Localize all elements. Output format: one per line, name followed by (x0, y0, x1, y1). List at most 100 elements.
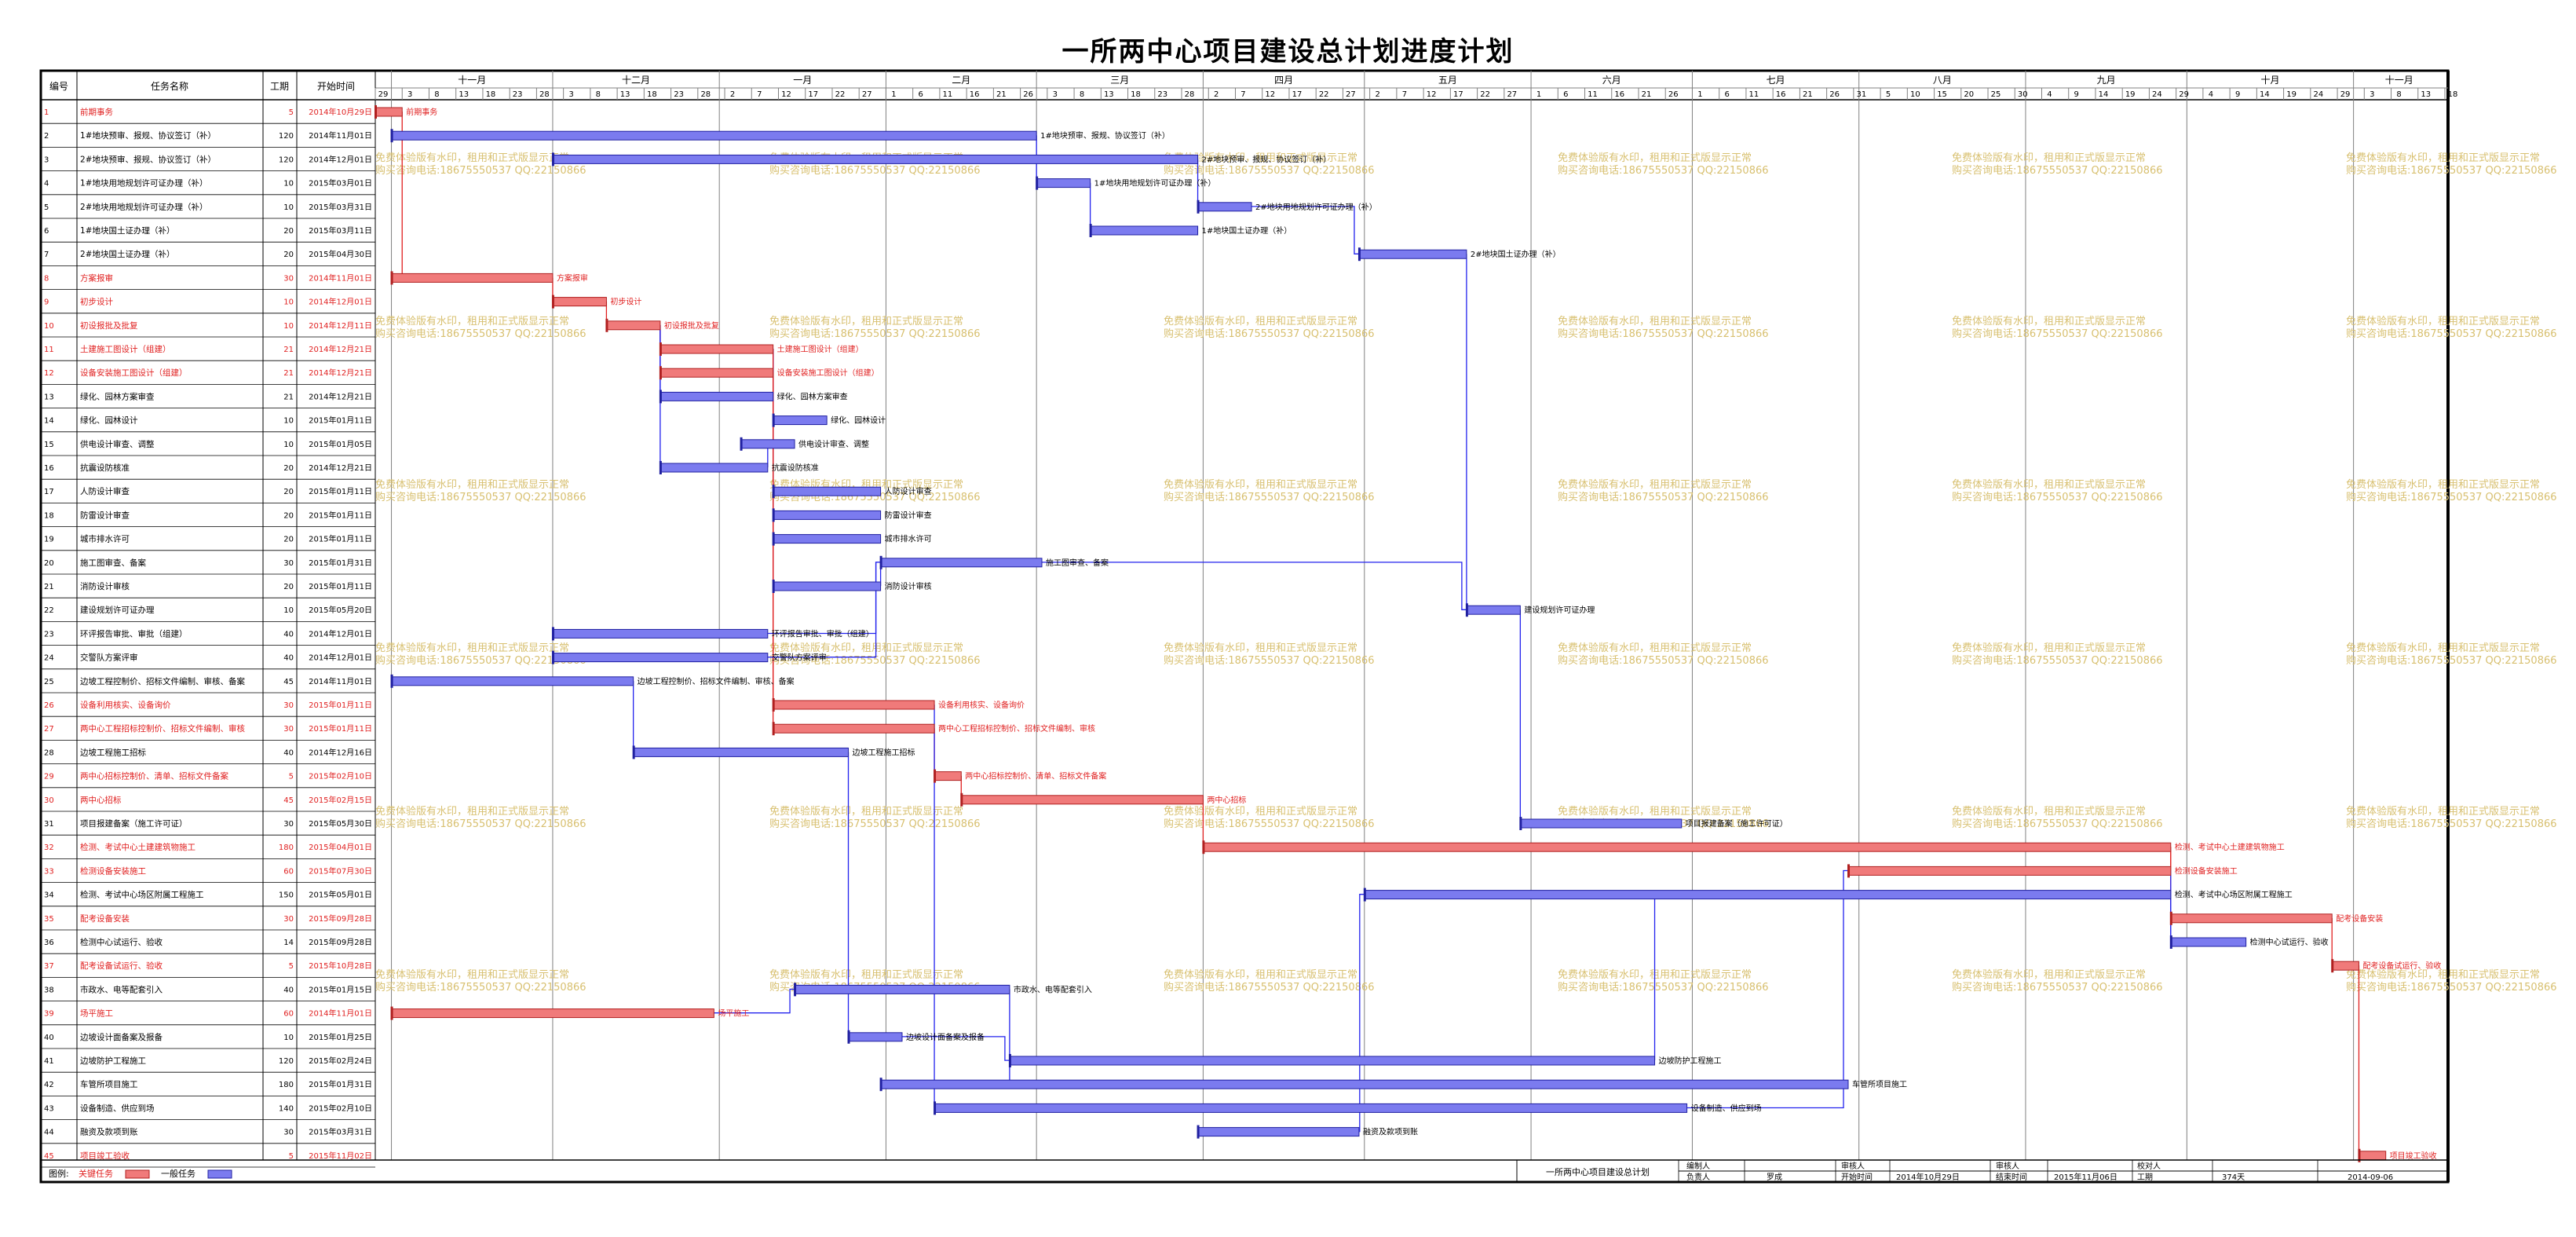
task-number: 21 (44, 583, 54, 591)
day-tick-label: 16 (1614, 90, 1624, 99)
task-number: 38 (44, 986, 54, 994)
day-tick-label: 13 (620, 90, 630, 99)
task-number: 30 (44, 796, 54, 805)
task-duration: 20 (283, 251, 294, 259)
watermark-text: 购买咨询电话:18675550537 QQ:22150866 (1952, 491, 2163, 503)
task-bar-label: 环评报告审批、审批（组建） (772, 628, 874, 639)
watermark-text: 免费体验版有水印，租用和正式版显示正常 (1558, 805, 1752, 818)
task-number: 3 (44, 156, 49, 164)
task-bar (1519, 818, 1683, 829)
footer-label: 结束时间 (1996, 1172, 2027, 1182)
task-bar (1009, 1056, 1656, 1066)
task-name: 建设规划许可证办理 (80, 605, 155, 615)
task-start: 2015年09月28日 (309, 913, 372, 924)
task-duration: 150 (279, 891, 294, 900)
task-start: 2015年01月31日 (309, 1079, 372, 1089)
task-start-marker (1197, 199, 1200, 214)
task-duration: 180 (279, 1081, 294, 1089)
task-bar-label: 边坡防护工程施工 (1659, 1056, 1722, 1066)
task-start-marker (934, 769, 937, 783)
watermark-text: 免费体验版有水印，租用和正式版显示正常 (1164, 968, 1357, 981)
task-bar (1202, 842, 2172, 852)
day-tick-label: 11 (943, 90, 953, 99)
task-number: 22 (44, 606, 54, 615)
day-tick-label: 21 (1803, 90, 1813, 99)
task-number: 39 (44, 1010, 54, 1019)
watermark-text: 购买咨询电话:18675550537 QQ:22150866 (1558, 164, 1769, 177)
task-duration: 10 (283, 203, 294, 212)
footer-value: 罗成 (1767, 1173, 1782, 1182)
day-tick-label: 23 (513, 90, 523, 99)
day-tick-label: 22 (1480, 90, 1490, 99)
task-bar (773, 510, 882, 520)
task-name: 检测中心试运行、验收 (80, 937, 163, 947)
task-start: 2015年01月11日 (309, 486, 372, 496)
watermark-text: 购买咨询电话:18675550537 QQ:22150866 (769, 818, 981, 830)
task-duration: 20 (283, 227, 294, 236)
task-bar-label: 检测、考试中心场区附属工程施工 (2175, 890, 2293, 900)
footer-label: 开始时间 (1841, 1172, 1873, 1182)
frame-right-edge (2446, 71, 2450, 1182)
watermark-text: 免费体验版有水印，租用和正式版显示正常 (1952, 805, 2146, 818)
task-bar-label: 项目竣工验收 (2390, 1151, 2437, 1161)
day-tick-label: 12 (781, 90, 791, 99)
day-tick-label: 23 (674, 90, 684, 99)
task-start-marker (1357, 247, 1361, 262)
task-start: 2015年05月20日 (309, 605, 372, 615)
task-duration: 30 (283, 701, 294, 710)
task-duration: 40 (283, 630, 294, 639)
day-tick-label: 28 (700, 90, 711, 99)
footer-label: 审核人 (1841, 1161, 1865, 1171)
task-number: 28 (44, 748, 54, 757)
task-bar-label: 1#地块预审、报规、协议签订（补） (1040, 130, 1170, 141)
task-start-marker (847, 1030, 850, 1044)
day-tick-label: 21 (996, 90, 1007, 99)
task-start-marker (659, 390, 662, 404)
day-tick-label: 17 (1453, 90, 1463, 99)
footer-label: 工期 (2137, 1173, 2153, 1182)
watermark-text: 免费体验版有水印，租用和正式版显示正常 (1952, 152, 2146, 164)
task-start: 2015年03月31日 (309, 202, 372, 212)
task-start-marker (772, 722, 775, 736)
day-tick-label: 17 (1292, 90, 1303, 99)
header-duration: 工期 (270, 81, 289, 92)
task-duration: 140 (279, 1104, 294, 1113)
task-bar-label: 人防设计审查 (885, 486, 932, 496)
task-duration: 10 (283, 417, 294, 426)
watermark-text: 购买咨询电话:18675550537 QQ:22150866 (1164, 328, 1375, 340)
task-number: 17 (44, 488, 54, 496)
task-bar (794, 984, 1010, 994)
task-bar-label: 交警队方案评审 (772, 653, 827, 663)
day-tick-label: 11 (1749, 90, 1759, 99)
task-start-marker (551, 152, 554, 167)
day-tick-label: 31 (1856, 90, 1866, 99)
task-start-marker (632, 745, 635, 759)
task-start-marker (1363, 887, 1366, 902)
task-start: 2015年01月15日 (309, 984, 372, 994)
footer-plan-name: 一所两中心项目建设总计划 (1546, 1166, 1650, 1177)
task-number: 20 (44, 559, 54, 568)
watermark-text: 免费体验版有水印，租用和正式版显示正常 (769, 315, 963, 328)
task-number: 7 (44, 251, 49, 259)
watermark-text: 购买咨询电话:18675550537 QQ:22150866 (769, 328, 981, 340)
task-bar (2358, 1151, 2387, 1161)
task-number: 42 (44, 1081, 54, 1089)
task-start: 2015年01月11日 (309, 723, 372, 734)
watermark-text: 购买咨询电话:18675550537 QQ:22150866 (1558, 654, 1769, 667)
task-duration: 20 (283, 511, 294, 520)
watermark-text: 购买咨询电话:18675550537 QQ:22150866 (1164, 818, 1375, 830)
watermark-text: 免费体验版有水印，租用和正式版显示正常 (1952, 968, 2146, 981)
task-bar (2331, 961, 2359, 971)
watermark-text: 免费体验版有水印，租用和正式版显示正常 (1164, 152, 1357, 164)
dependency-link (1041, 562, 1467, 610)
day-tick-label: 2 (730, 90, 735, 99)
task-duration: 21 (283, 393, 294, 401)
task-bar-label: 场平施工 (718, 1008, 749, 1019)
month-label: 八月 (1933, 75, 1952, 86)
task-start-marker (879, 1078, 882, 1092)
watermark-text: 免费体验版有水印，租用和正式版显示正常 (2346, 805, 2540, 818)
task-bar-label: 设备安装施工图设计（组建） (777, 368, 879, 378)
task-bar-label: 城市排水许可 (885, 534, 932, 544)
task-bar-label: 抗震设防核准 (772, 463, 819, 473)
day-tick-label: 19 (2125, 90, 2136, 99)
